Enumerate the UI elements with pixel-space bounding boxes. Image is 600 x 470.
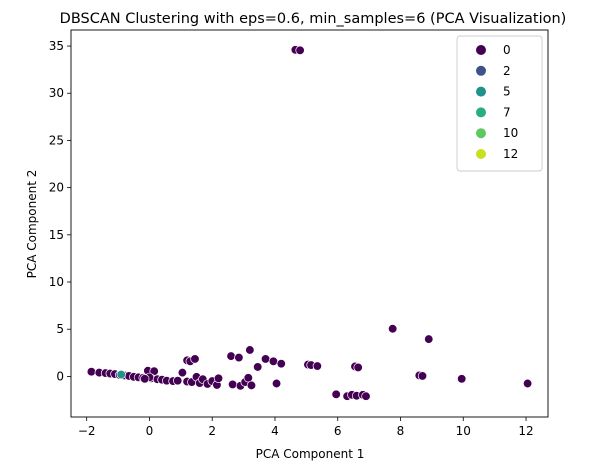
data-point [388,324,398,334]
data-point [190,354,200,364]
legend-marker [476,149,486,159]
data-point [213,373,224,383]
data-point [271,378,282,389]
data-point [331,389,341,399]
data-point [116,369,126,380]
x-tick-label: 4 [271,424,279,438]
legend-marker [476,107,486,118]
data-point [276,359,286,369]
legend: 0 2 5 7 10 12 [456,35,543,172]
legend-label: 5 [503,85,511,99]
data-point [268,356,279,366]
data-point [353,362,363,373]
data-point [86,367,97,377]
data-point [227,379,238,390]
y-tick-label: 10 [49,275,64,289]
data-point [522,378,533,389]
scatter-points [86,45,533,401]
legend-label: 10 [503,126,518,140]
x-tick-label: 12 [518,424,533,438]
x-tick-label: −2 [78,424,96,438]
data-point [173,376,183,386]
data-point [253,362,263,372]
x-tick-label: 6 [334,424,342,438]
data-point [361,391,371,401]
data-point [260,354,271,364]
plot-frame [70,29,549,418]
data-point [226,351,236,361]
x-axis: −2 0 2 4 6 8 10 12 [78,417,534,438]
y-tick-label: 15 [49,228,64,242]
legend-label: 12 [503,147,518,161]
x-tick-label: 0 [146,424,154,438]
data-point [245,345,255,355]
data-point [177,367,188,378]
data-point [234,352,244,363]
data-point [295,45,305,55]
data-point [140,374,150,384]
data-point [312,361,322,371]
legend-box [456,35,543,172]
data-point [457,374,467,384]
legend-marker [476,45,486,55]
y-tick-label: 35 [49,39,64,53]
x-axis-label: PCA Component 1 [256,447,365,461]
legend-marker [476,65,486,76]
legend-marker [476,86,486,97]
data-point [246,380,257,391]
legend-label: 2 [503,64,511,78]
y-tick-label: 30 [49,86,64,100]
x-tick-label: 2 [208,424,216,438]
y-tick-label: 0 [56,369,64,383]
data-point [417,371,428,381]
x-tick-label: 8 [397,424,405,438]
y-axis-label: PCA Component 2 [25,170,39,279]
y-tick-label: 5 [56,322,64,336]
y-tick-label: 20 [49,181,64,195]
x-tick-label: 10 [456,424,471,438]
y-tick-label: 25 [49,133,64,147]
data-point [424,334,434,344]
y-axis: 0 5 10 15 20 25 30 35 [49,39,71,383]
chart-title: DBSCAN Clustering with eps=0.6, min_samp… [60,11,567,27]
legend-marker [476,128,486,139]
legend-label: 7 [503,105,511,119]
legend-label: 0 [503,43,511,57]
